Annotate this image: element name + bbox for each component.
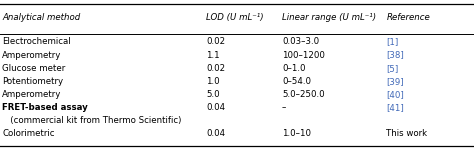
Text: 0.03–3.0: 0.03–3.0 — [282, 37, 319, 46]
Text: 0.02: 0.02 — [206, 37, 225, 46]
Text: Amperometry: Amperometry — [2, 90, 62, 99]
Text: Glucose meter: Glucose meter — [2, 64, 65, 73]
Text: 100–1200: 100–1200 — [282, 51, 325, 60]
Text: Colorimetric: Colorimetric — [2, 130, 55, 138]
Text: –: – — [282, 103, 286, 112]
Text: [1]: [1] — [386, 37, 399, 46]
Text: 0.02: 0.02 — [206, 64, 225, 73]
Text: This work: This work — [386, 130, 428, 138]
Text: Potentiometry: Potentiometry — [2, 77, 64, 86]
Text: Linear range (U mL⁻¹): Linear range (U mL⁻¹) — [282, 13, 376, 22]
Text: Electrochemical: Electrochemical — [2, 37, 71, 46]
Text: [5]: [5] — [386, 64, 399, 73]
Text: [38]: [38] — [386, 51, 404, 60]
Text: 0.04: 0.04 — [206, 103, 225, 112]
Text: 0–1.0: 0–1.0 — [282, 64, 306, 73]
Text: 0.04: 0.04 — [206, 130, 225, 138]
Text: [41]: [41] — [386, 103, 404, 112]
Text: Analytical method: Analytical method — [2, 13, 81, 22]
Text: 5.0: 5.0 — [206, 90, 220, 99]
Text: FRET-based assay: FRET-based assay — [2, 103, 88, 112]
Text: LOD (U mL⁻¹): LOD (U mL⁻¹) — [206, 13, 264, 22]
Text: 1.0–10: 1.0–10 — [282, 130, 311, 138]
Text: 0–54.0: 0–54.0 — [282, 77, 311, 86]
Text: Reference: Reference — [386, 13, 430, 22]
Text: 1.1: 1.1 — [206, 51, 220, 60]
Text: 5.0–250.0: 5.0–250.0 — [282, 90, 325, 99]
Text: 1.0: 1.0 — [206, 77, 220, 86]
Text: Amperometry: Amperometry — [2, 51, 62, 60]
Text: (commercial kit from Thermo Scientific): (commercial kit from Thermo Scientific) — [2, 116, 182, 125]
Text: [39]: [39] — [386, 77, 404, 86]
Text: [40]: [40] — [386, 90, 404, 99]
